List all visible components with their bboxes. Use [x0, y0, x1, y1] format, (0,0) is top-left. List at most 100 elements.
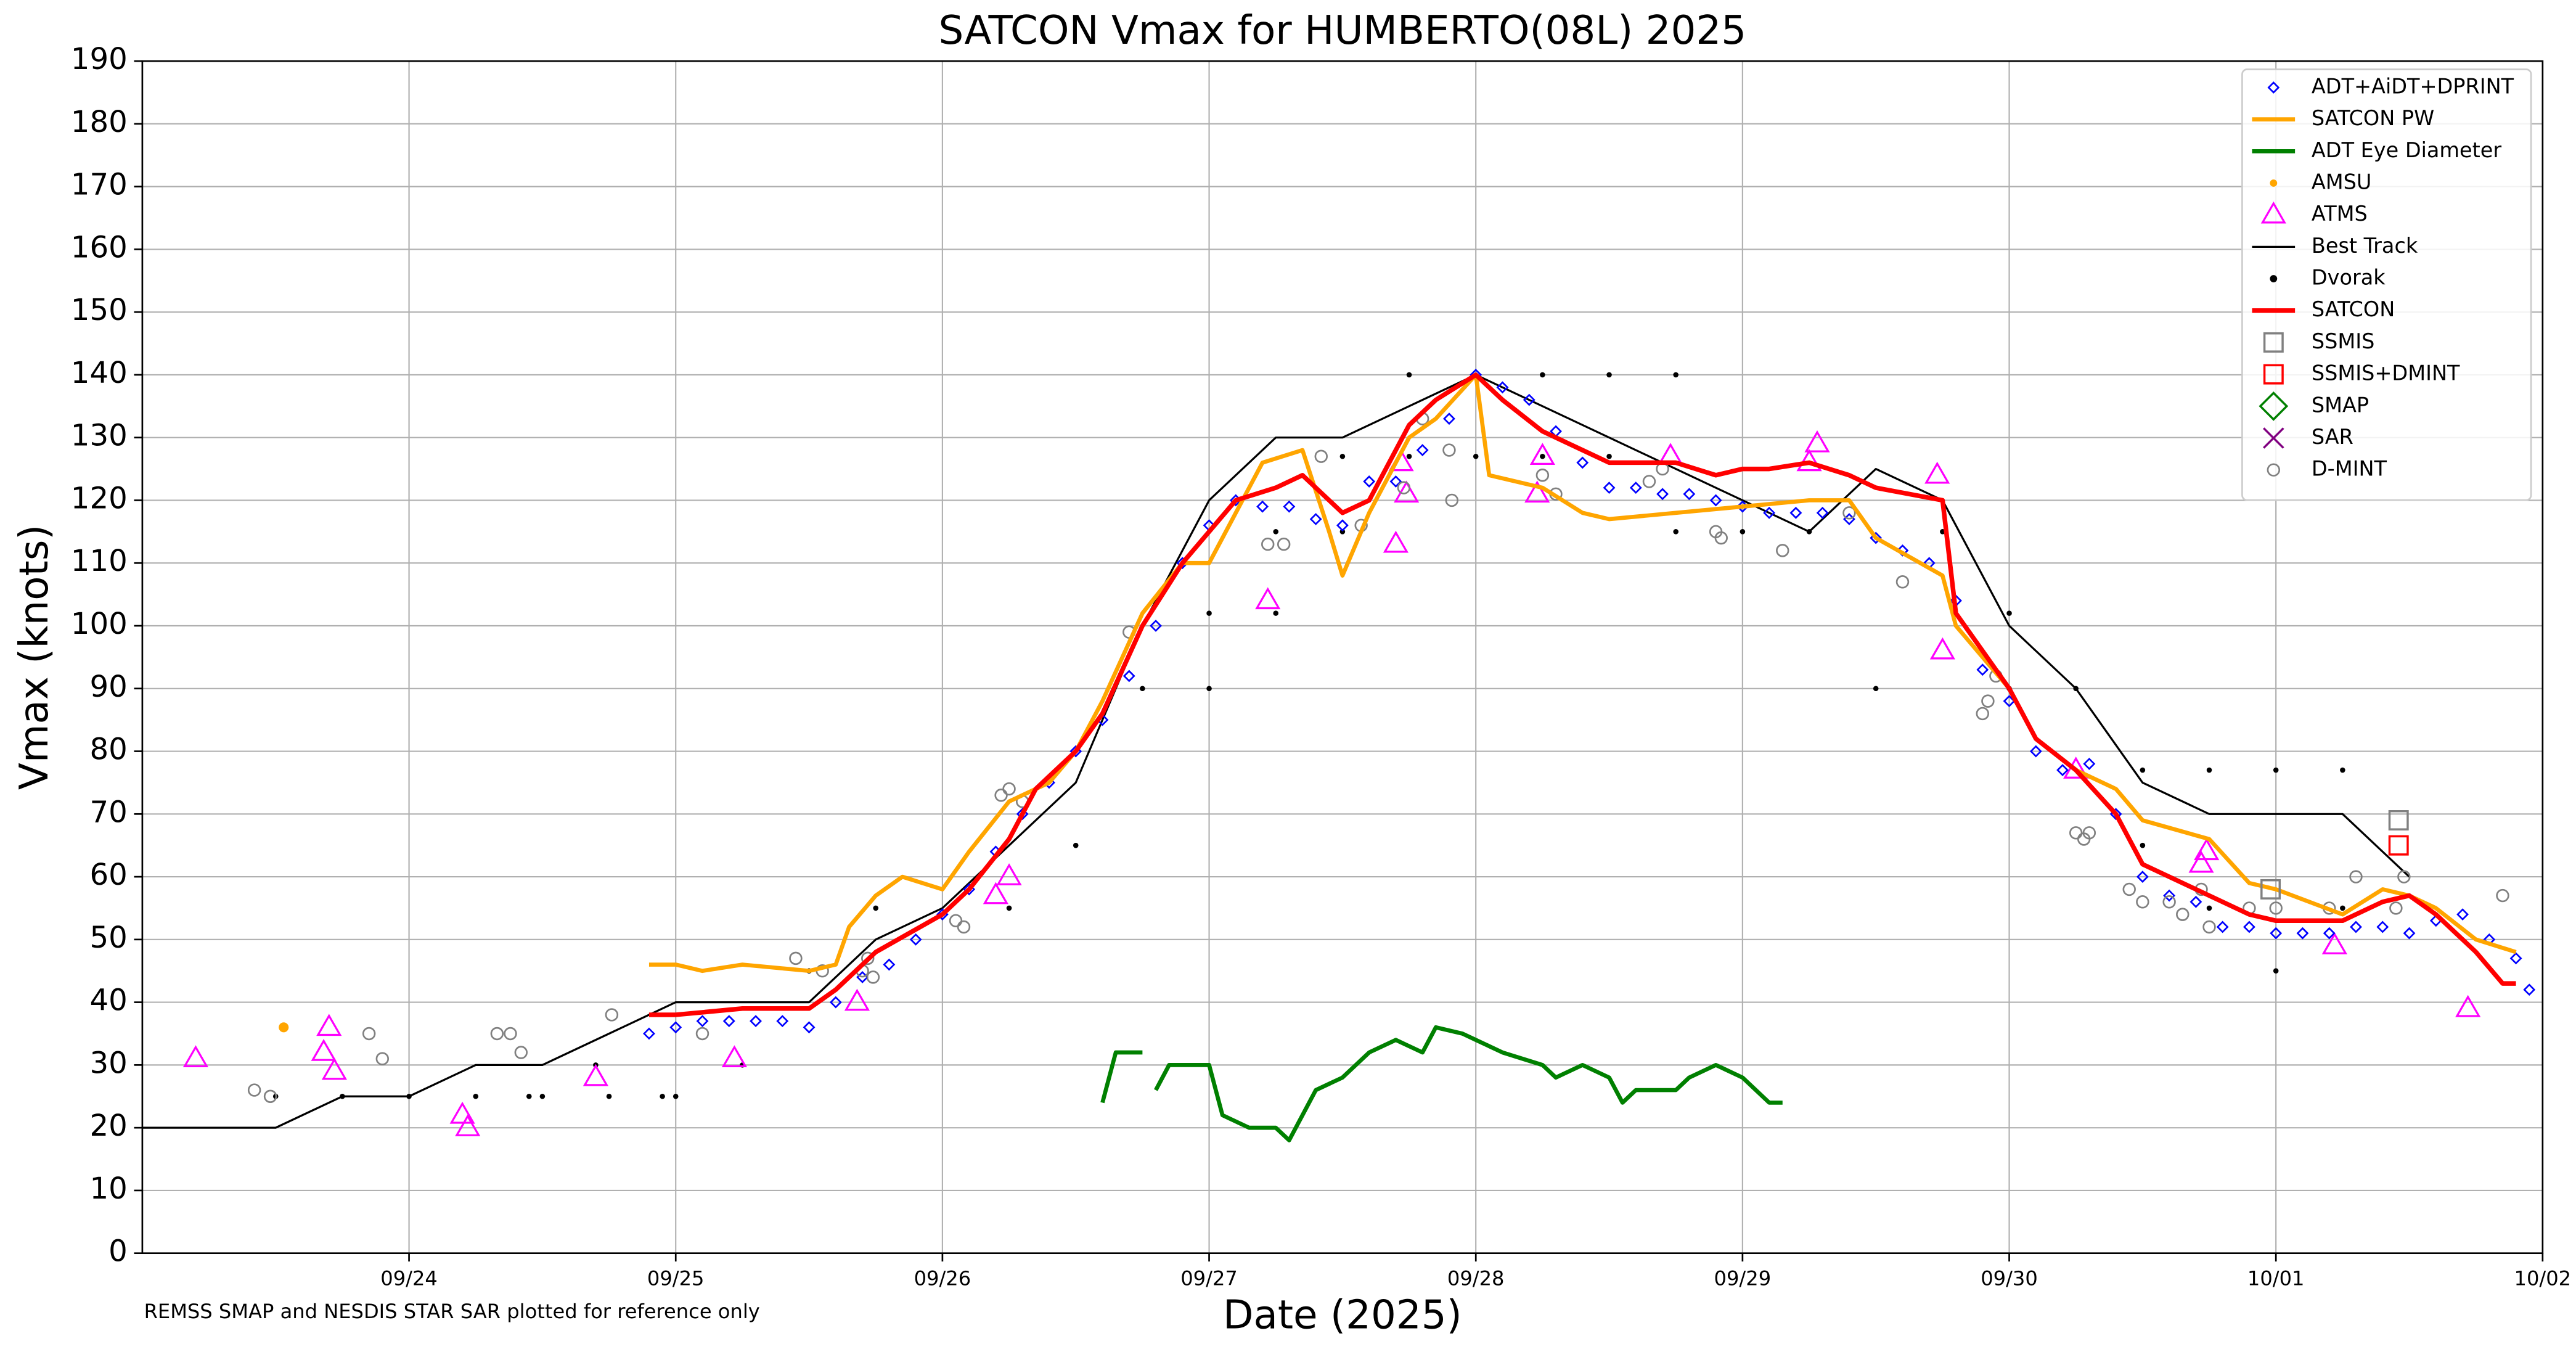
y-tick-label: 50	[89, 921, 127, 955]
circle-marker	[1895, 575, 1910, 589]
circle-marker	[263, 1089, 277, 1103]
diamond-marker	[750, 1015, 762, 1028]
diamond-marker	[1683, 488, 1696, 501]
diamond-marker	[2216, 921, 2229, 933]
y-tick-label: 20	[89, 1109, 127, 1143]
diamond-marker	[643, 1027, 655, 1040]
diamond-marker	[2270, 927, 2283, 940]
dot-marker	[1273, 610, 1278, 616]
legend-label: ADT+AiDT+DPRINT	[2312, 74, 2514, 98]
dot-marker	[1540, 372, 1545, 378]
triangle-marker	[1529, 443, 1555, 465]
y-axis-label: Vmax (knots)	[11, 525, 57, 790]
y-tick-label: 160	[71, 230, 128, 264]
circle-marker	[957, 920, 971, 934]
dot-marker	[1806, 529, 1812, 535]
dot-marker	[2140, 767, 2146, 773]
x-tick-label: 09/24	[380, 1267, 438, 1290]
triangle-marker	[583, 1064, 609, 1086]
series-line	[1100, 1025, 1783, 1142]
circle-marker	[2082, 826, 2096, 840]
diamond-marker	[2056, 764, 2069, 776]
y-tick-label: 0	[108, 1234, 128, 1269]
circle-marker	[949, 914, 963, 928]
dot-marker	[673, 1093, 679, 1099]
x-tick-label: 09/25	[647, 1267, 705, 1290]
triangle-marker	[983, 882, 1009, 904]
diamond-marker	[909, 933, 922, 946]
x-tick-label: 10/01	[2247, 1267, 2305, 1290]
legend-label: D-MINT	[2312, 457, 2387, 481]
triangle-marker	[996, 863, 1022, 885]
diamond-marker	[776, 1015, 789, 1028]
diamond-marker	[1603, 482, 1616, 494]
y-tick-label: 10	[89, 1171, 127, 1206]
dot-marker	[2006, 610, 2012, 616]
triangle-marker	[2455, 994, 2481, 1017]
dot-marker	[2340, 905, 2345, 911]
legend-swatch	[2267, 463, 2281, 477]
diamond-marker	[2350, 921, 2362, 933]
diamond-marker	[1336, 519, 1349, 532]
diamond-marker	[883, 958, 896, 971]
series-line	[142, 374, 2410, 1129]
diamond-marker	[2376, 921, 2389, 933]
circle-marker	[1002, 782, 1016, 796]
triangle-marker	[1255, 587, 1281, 610]
triangle-marker	[455, 1114, 481, 1136]
dot-marker	[2340, 767, 2345, 773]
dot-marker	[1406, 453, 1412, 459]
axes: 0 10 20 30 40 50 60 70 80 90 100 110 120 130 140 150 160…	[71, 42, 2571, 1290]
dot-marker	[1473, 453, 1479, 459]
square-marker	[2260, 879, 2281, 900]
circle-marker	[2069, 826, 2083, 840]
diamond-marker	[2243, 921, 2255, 933]
circle-marker	[2136, 895, 2149, 909]
diamond-marker	[1309, 513, 1322, 525]
dot-marker	[2273, 767, 2279, 773]
dot-marker	[1673, 529, 1678, 535]
diamond-marker	[1443, 412, 1455, 425]
y-tick-label: 70	[89, 795, 127, 829]
diamond-marker	[1523, 393, 1535, 406]
legend-label: Best Track	[2312, 234, 2418, 258]
diamond-marker	[1656, 488, 1669, 501]
y-tick-label: 180	[71, 105, 128, 139]
triangle-marker	[449, 1101, 475, 1124]
diamond-marker	[1256, 500, 1269, 513]
diamond-marker	[803, 1021, 816, 1034]
triangle-marker	[844, 988, 870, 1011]
triangle-marker	[311, 1039, 337, 1061]
dot-marker	[1206, 686, 1212, 692]
circle-marker	[375, 1052, 390, 1065]
y-tick-label: 100	[71, 607, 128, 641]
diamond-marker	[1389, 475, 1402, 488]
diamond-marker	[2163, 889, 2176, 902]
legend-label: Dvorak	[2312, 266, 2386, 290]
diamond-marker	[1976, 663, 1989, 676]
legend-swatch	[2270, 275, 2278, 282]
dot-marker	[526, 1093, 532, 1099]
circle-marker	[1776, 544, 1789, 557]
circle-marker	[2496, 888, 2509, 903]
dot-marker	[2206, 905, 2212, 911]
diamond-marker	[1576, 456, 1589, 469]
legend-swatch	[2270, 179, 2278, 187]
y-tick-label: 90	[89, 670, 127, 704]
square-marker	[2388, 810, 2409, 830]
dot-marker	[1873, 686, 1879, 692]
diamond-marker	[1283, 500, 1296, 513]
legend-box	[2241, 68, 2532, 501]
dot-marker	[606, 1093, 612, 1099]
circle-marker	[2162, 895, 2176, 909]
diamond-marker	[2296, 927, 2309, 940]
circle-marker	[1714, 531, 1728, 545]
series-line	[648, 372, 2517, 974]
y-tick-label: 150	[71, 293, 128, 327]
circle-marker	[1314, 449, 1328, 463]
dot-marker	[1339, 529, 1346, 535]
dot-marker	[1740, 529, 1746, 535]
diamond-marker	[2323, 927, 2336, 940]
circle-marker	[2202, 920, 2216, 934]
